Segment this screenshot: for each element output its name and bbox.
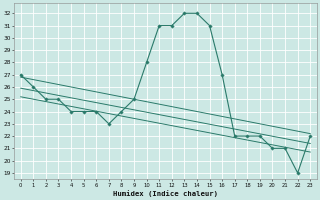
- X-axis label: Humidex (Indice chaleur): Humidex (Indice chaleur): [113, 190, 218, 197]
